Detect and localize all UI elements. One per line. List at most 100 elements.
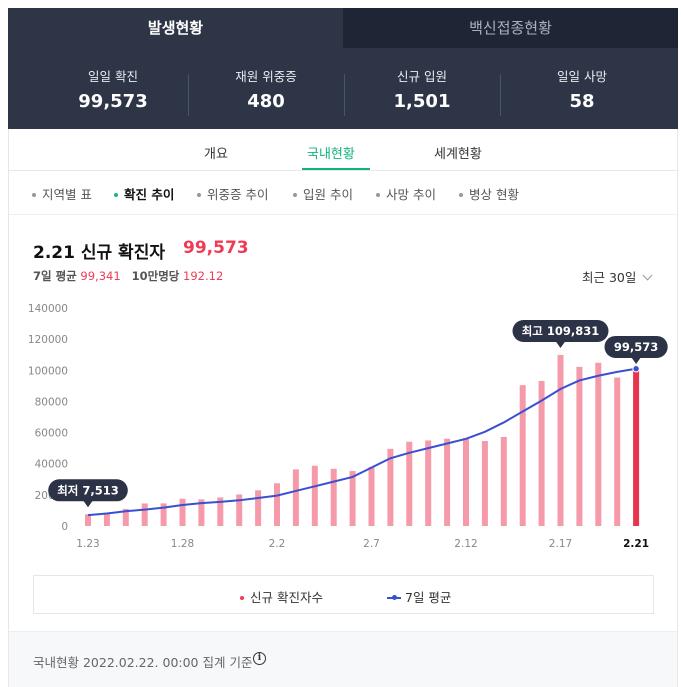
bullet-icon (197, 192, 201, 197)
filter-region-table[interactable]: 지역별 표 (32, 184, 92, 203)
annotation-bubble (48, 479, 128, 502)
bar (425, 440, 432, 526)
per-capita-label: 10만명당 (131, 269, 180, 283)
footer: 국내현황 2022.02.22. 00:00 집계 기준 i (9, 631, 677, 687)
y-tick-label: 60000 (35, 428, 68, 440)
stat-value: 99,573 (78, 91, 148, 112)
legend-item-average[interactable]: 7일 평균 (387, 587, 451, 606)
bar (349, 471, 356, 526)
x-tick-label: 2.17 (549, 538, 572, 550)
chart-subtitle: 7일 평균 99,341 10만명당 192.12 (33, 268, 223, 284)
bar (85, 514, 91, 526)
annotation-pointer (555, 340, 566, 348)
bar (406, 441, 413, 526)
chart-legend: 신규 확진자수 7일 평균 (33, 575, 654, 614)
bar (217, 497, 224, 526)
confirmed-cases-chart: 1400001200001000008000060000400002000001… (28, 303, 668, 550)
per-capita-value: 192.12 (183, 269, 224, 283)
annotation-label: 99,573 (614, 340, 658, 354)
tab-outbreak[interactable]: 발생현황 (8, 8, 343, 48)
bullet-icon (293, 192, 297, 197)
stat-admissions: 신규 입원 1,501 (344, 66, 500, 112)
annotation-label: 최고 109,831 (522, 324, 600, 338)
subnav-domestic[interactable]: 국내현황 (307, 147, 355, 162)
bar (274, 483, 280, 526)
x-tick-label: 2.7 (363, 538, 380, 550)
legend-line-icon (387, 594, 401, 600)
bar (141, 503, 148, 526)
bullet-icon (114, 192, 118, 197)
legend-label: 신규 확진자수 (250, 590, 323, 605)
divider (500, 74, 501, 116)
filter-bed-status[interactable]: 병상 현황 (459, 184, 519, 203)
bar (179, 498, 186, 526)
filter-label: 병상 현황 (469, 187, 519, 202)
bar (576, 366, 583, 526)
stat-value: 58 (569, 91, 595, 112)
avg-value: 99,341 (80, 269, 121, 283)
filter-label: 위중증 추이 (207, 187, 269, 202)
stat-deaths: 일일 사망 58 (504, 66, 660, 112)
annotation-bubble (512, 319, 609, 342)
bar (595, 362, 602, 526)
bar (311, 465, 318, 526)
stat-daily-confirmed: 일일 확진 99,573 (35, 66, 191, 112)
annotation-bubble (604, 335, 668, 358)
bar (557, 354, 564, 526)
average-end-point (632, 365, 640, 373)
filter-label: 확진 추이 (124, 187, 175, 202)
stat-critical: 재원 위중증 480 (188, 66, 344, 112)
active-tab-indicator (302, 168, 370, 170)
x-tick-label: 1.23 (76, 538, 99, 550)
bar (236, 494, 243, 526)
bar (538, 380, 545, 526)
subnav-world[interactable]: 세계현황 (434, 147, 482, 162)
bar (122, 508, 129, 526)
y-tick-label: 40000 (35, 459, 68, 471)
x-tick-label: 2.21 (623, 538, 649, 550)
bar (292, 469, 299, 526)
x-tick-label: 2.2 (269, 538, 286, 550)
filter-critical-trend[interactable]: 위중증 추이 (197, 184, 268, 203)
info-icon[interactable]: i (253, 652, 266, 665)
stat-label: 일일 사망 (557, 69, 607, 84)
bar (368, 466, 375, 526)
y-tick-label: 140000 (28, 303, 68, 315)
x-tick-label: 2.12 (454, 538, 477, 550)
stat-value: 1,501 (393, 91, 451, 112)
average-line (87, 367, 637, 517)
legend-dot-icon (240, 595, 244, 600)
stat-label: 재원 위중증 (235, 69, 297, 84)
bar (255, 490, 262, 526)
divider (188, 74, 189, 116)
avg-label: 7일 평균 (33, 269, 77, 283)
legend-item-cases[interactable]: 신규 확진자수 (240, 587, 323, 606)
bar (463, 438, 469, 526)
filter-label: 입원 추이 (303, 187, 353, 202)
stat-label: 신규 입원 (397, 69, 447, 84)
subnav-overview[interactable]: 개요 (204, 147, 228, 162)
filter-label: 사망 추이 (386, 187, 436, 202)
chart-headline-value: 99,573 (183, 238, 249, 258)
y-tick-label: 0 (61, 521, 68, 533)
legend-label: 7일 평균 (405, 590, 452, 605)
divider (344, 74, 345, 116)
filter-admission-trend[interactable]: 입원 추이 (293, 184, 353, 203)
period-select[interactable]: 최근 30일 (582, 267, 653, 286)
bar (387, 448, 394, 526)
filter-confirmed-trend[interactable]: 확진 추이 (114, 184, 174, 203)
stat-value: 480 (247, 91, 285, 112)
filter-death-trend[interactable]: 사망 추이 (376, 184, 436, 203)
stat-label: 일일 확진 (88, 69, 138, 84)
bar (444, 438, 451, 526)
footer-note: 국내현황 2022.02.22. 00:00 집계 기준 (33, 655, 253, 670)
y-tick-label: 120000 (28, 334, 68, 346)
bar (500, 436, 507, 526)
bar (330, 468, 337, 526)
chart-title: 2.21 신규 확진자 (33, 243, 165, 263)
tab-vaccination[interactable]: 백신접종현황 (343, 8, 678, 48)
bar (481, 440, 488, 526)
annotation-pointer (631, 356, 642, 364)
filter-label: 지역별 표 (42, 187, 92, 202)
bar (633, 370, 640, 526)
